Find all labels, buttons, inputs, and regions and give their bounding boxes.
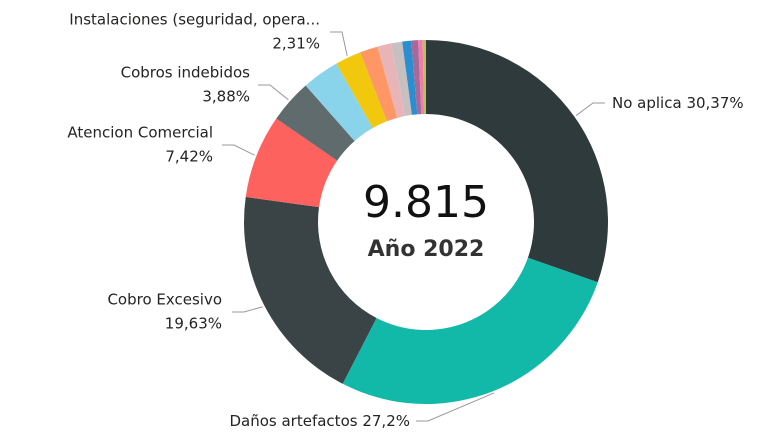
value-label: 19,63% — [165, 315, 222, 333]
leader-line — [330, 31, 348, 56]
leader-line — [575, 102, 605, 116]
value-label: 3,88% — [202, 88, 250, 106]
center-label: Año 2022 — [368, 237, 485, 262]
value-label: 7,42% — [165, 148, 213, 166]
slice — [336, 52, 387, 129]
slice — [411, 40, 422, 115]
leader-line — [232, 306, 263, 313]
slice — [402, 40, 418, 115]
slice — [377, 43, 406, 118]
value-label: 30,37% — [686, 94, 743, 112]
leader-line — [258, 84, 289, 101]
slice — [360, 46, 398, 122]
category-label: Daños artefactos — [229, 412, 357, 430]
value-label: 27,2% — [362, 412, 410, 430]
leader-line — [416, 392, 495, 422]
slice — [422, 40, 426, 115]
category-label: Atencion Comercial — [67, 124, 213, 142]
category-label: Instalaciones (seguridad, opera... — [69, 11, 320, 29]
leader-line — [222, 144, 255, 156]
category-label: Cobro Excesivo — [107, 291, 222, 309]
center-value: 9.815 — [363, 177, 489, 228]
slice — [390, 41, 412, 117]
value-label: 2,31% — [272, 35, 320, 53]
slice — [245, 118, 338, 208]
data-label: No aplica 30,37% — [612, 94, 744, 112]
data-label: Daños artefactos 27,2% — [229, 412, 410, 430]
slice — [305, 63, 373, 141]
category-label: Cobros indebidos — [121, 64, 251, 82]
slice — [426, 40, 609, 283]
slice — [342, 257, 598, 405]
slice — [418, 40, 425, 115]
category-label: No aplica — [612, 94, 682, 112]
slice — [276, 85, 355, 161]
slice — [243, 196, 377, 384]
